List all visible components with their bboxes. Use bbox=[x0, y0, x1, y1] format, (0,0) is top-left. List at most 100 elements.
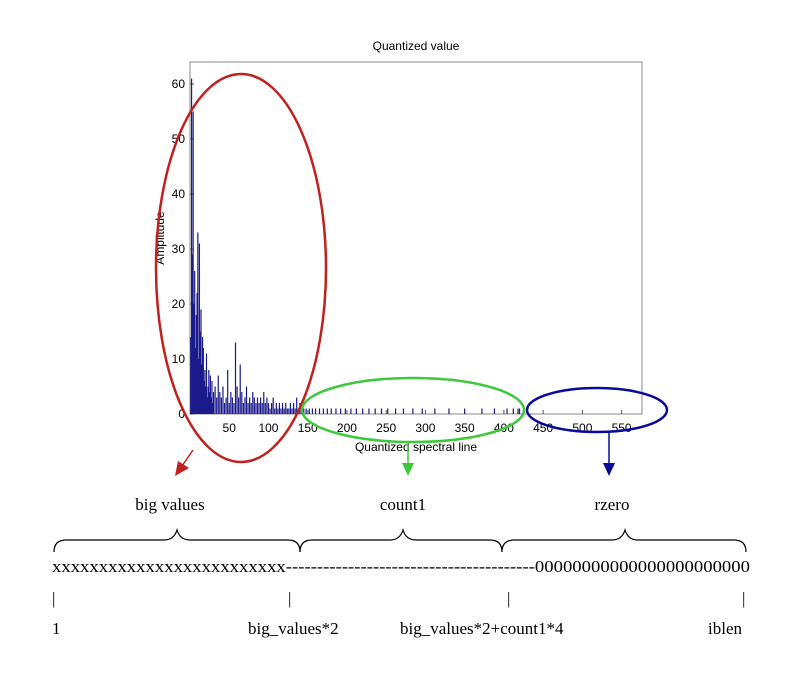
bar bbox=[201, 337, 204, 414]
bar bbox=[292, 403, 295, 414]
bars bbox=[190, 78, 521, 414]
bar bbox=[506, 408, 508, 414]
start-label: 1 bbox=[52, 619, 61, 638]
bar bbox=[314, 408, 317, 414]
sequence-count1: ---------------------------------------- bbox=[286, 557, 535, 576]
bar bbox=[308, 408, 310, 414]
bar bbox=[231, 397, 233, 414]
bar bbox=[303, 408, 305, 414]
bar bbox=[217, 375, 219, 414]
bar bbox=[326, 408, 328, 414]
bar bbox=[210, 397, 212, 414]
y-tick-label: 40 bbox=[172, 187, 186, 201]
bar bbox=[261, 403, 263, 414]
bar bbox=[412, 408, 414, 414]
bar bbox=[239, 364, 241, 414]
bar bbox=[253, 397, 255, 414]
bar bbox=[242, 403, 244, 414]
bar bbox=[214, 386, 216, 414]
bar bbox=[283, 408, 285, 414]
bar bbox=[264, 403, 266, 414]
x-tick-label: 350 bbox=[455, 421, 475, 435]
sequence-zero: 00000000000000000000000 bbox=[535, 557, 750, 576]
y-tick-label: 20 bbox=[172, 297, 186, 311]
bar bbox=[518, 408, 521, 414]
rzero-arrow bbox=[603, 432, 615, 476]
bar bbox=[275, 403, 277, 414]
bar bbox=[330, 408, 332, 414]
bar bbox=[204, 370, 206, 414]
bar bbox=[291, 408, 293, 414]
bar bbox=[355, 408, 357, 414]
big-values-ellipse bbox=[154, 72, 328, 464]
bar bbox=[209, 392, 211, 414]
start-tick: | bbox=[52, 589, 55, 608]
rzero-brace bbox=[501, 527, 747, 553]
sequence-big: xxxxxxxxxxxxxxxxxxxxxxxxx bbox=[52, 557, 286, 576]
bar bbox=[285, 403, 287, 414]
end-tick: | bbox=[742, 589, 745, 608]
bar bbox=[206, 397, 208, 414]
bar bbox=[227, 370, 229, 414]
bar bbox=[230, 392, 232, 414]
bar bbox=[195, 315, 197, 414]
plot-area bbox=[189, 61, 643, 415]
bar bbox=[272, 397, 274, 414]
big-values-brace bbox=[53, 527, 301, 553]
bar bbox=[190, 78, 193, 414]
bar bbox=[222, 386, 224, 414]
bar bbox=[190, 337, 192, 414]
bar bbox=[219, 392, 221, 414]
big-values-arrow bbox=[175, 449, 194, 476]
count1-ellipse bbox=[300, 376, 526, 444]
bar bbox=[250, 403, 252, 414]
bar bbox=[252, 392, 254, 414]
bar bbox=[211, 381, 213, 414]
x-tick-label: 450 bbox=[533, 421, 553, 435]
bar bbox=[238, 397, 240, 414]
bar bbox=[233, 403, 235, 414]
bar bbox=[258, 403, 260, 414]
bar bbox=[266, 397, 268, 414]
bar bbox=[288, 408, 290, 414]
x-tick-label: 150 bbox=[298, 421, 318, 435]
bar bbox=[192, 111, 194, 414]
bar bbox=[234, 342, 237, 414]
bar bbox=[271, 403, 273, 414]
bar bbox=[296, 397, 298, 414]
end-label: iblen bbox=[708, 619, 742, 638]
bar bbox=[267, 403, 270, 414]
bar bbox=[280, 408, 282, 414]
y-tick-label: 10 bbox=[172, 352, 186, 366]
bar bbox=[464, 408, 466, 414]
bar bbox=[344, 408, 346, 414]
bar bbox=[448, 408, 450, 414]
bar bbox=[196, 293, 198, 414]
bar bbox=[277, 408, 279, 414]
bar bbox=[205, 353, 208, 414]
bar bbox=[286, 408, 288, 414]
bar bbox=[362, 408, 364, 414]
bar bbox=[207, 386, 209, 414]
y-tick-label: 60 bbox=[172, 77, 186, 91]
bar bbox=[194, 348, 197, 414]
big-values-label: big values bbox=[135, 495, 204, 514]
bar bbox=[434, 408, 436, 414]
bar bbox=[199, 331, 201, 414]
bar bbox=[236, 386, 238, 414]
bar bbox=[241, 392, 243, 414]
bar bbox=[197, 232, 199, 414]
x-tick-label: 200 bbox=[337, 421, 357, 435]
bar bbox=[245, 386, 248, 414]
sequence-line: xxxxxxxxxxxxxxxxxxxxxxxxx ---------------… bbox=[52, 557, 750, 576]
bar bbox=[305, 408, 307, 414]
bar bbox=[395, 408, 397, 414]
count1-end-label: big_values*2+count1*4 bbox=[400, 619, 564, 638]
big-end-label: big_values*2 bbox=[248, 619, 339, 638]
bar bbox=[335, 408, 337, 414]
bar bbox=[402, 408, 405, 414]
bar bbox=[193, 304, 195, 414]
bar bbox=[278, 403, 281, 414]
bar bbox=[200, 309, 202, 414]
